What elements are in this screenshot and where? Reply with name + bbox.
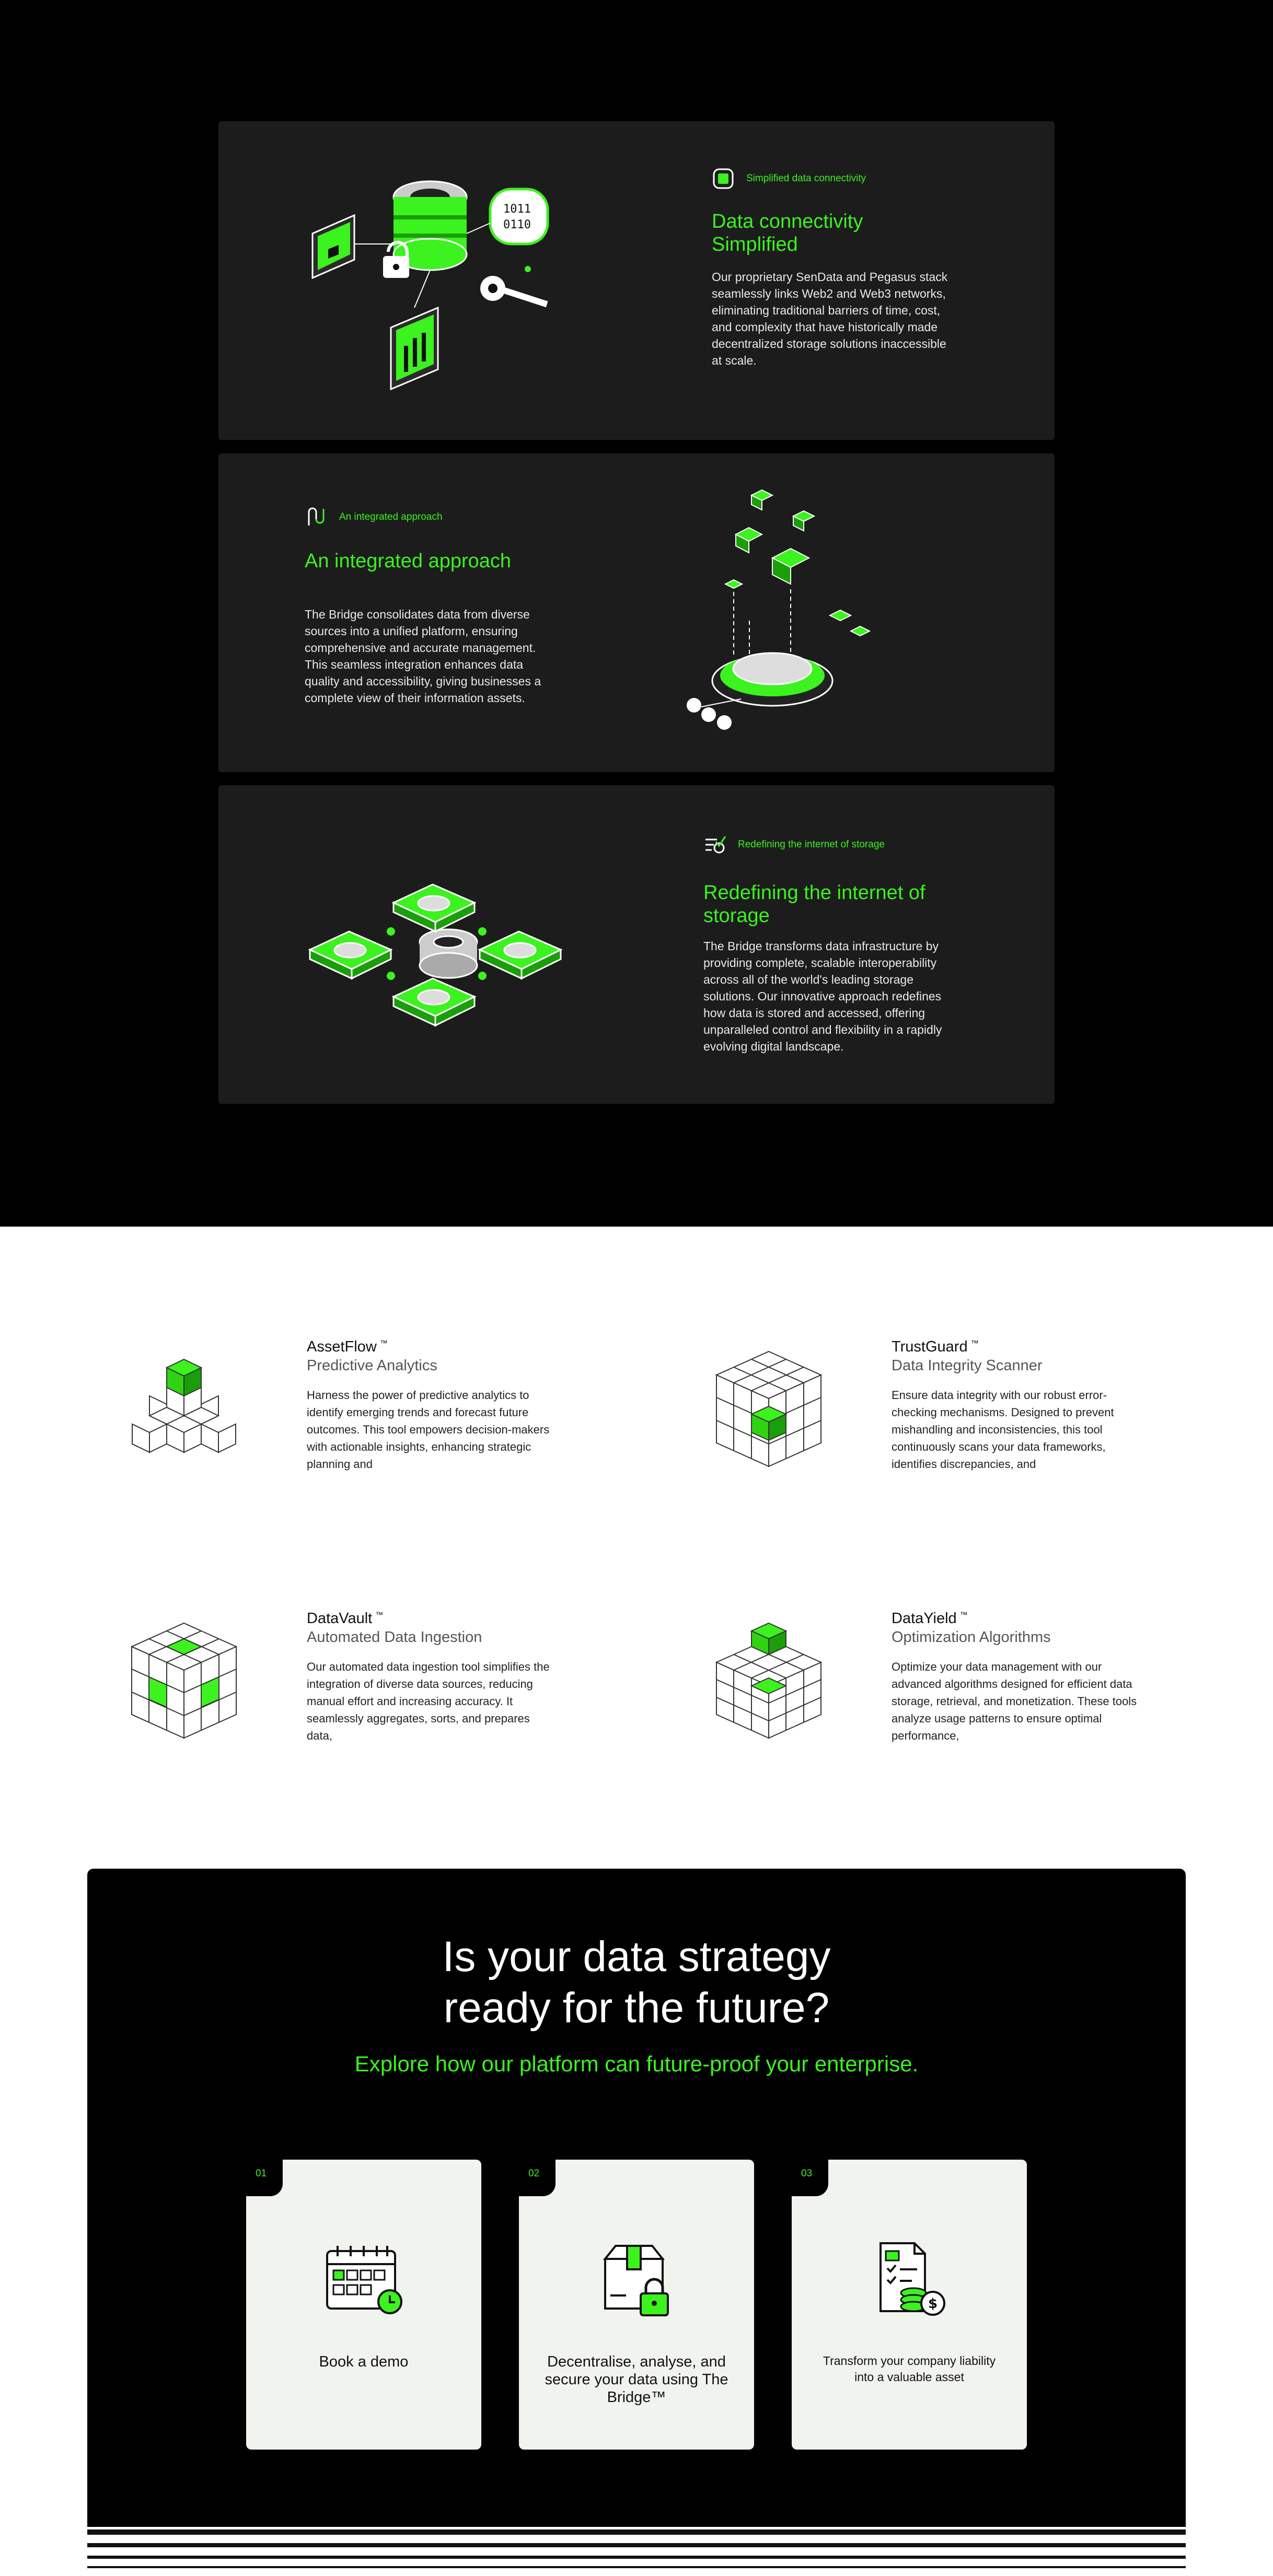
cta-card-book-demo[interactable]: 01 Book a demo	[245, 2159, 481, 2450]
card-label: Transform your company liability into a …	[823, 2354, 996, 2384]
feature-title: Data connectivity Simplified	[712, 211, 863, 255]
card-number: 02	[528, 2168, 540, 2179]
footer-stripe	[87, 2530, 1186, 2535]
cta-subtitle: Explore how our platform can future-proo…	[354, 2052, 919, 2076]
pyramid-cubes-icon	[132, 1358, 236, 1453]
footer-stripe	[87, 2566, 1186, 2568]
card-number: 03	[801, 2168, 813, 2179]
storage-illustration	[308, 883, 563, 1027]
integrated-illustration	[687, 489, 871, 730]
cube-grid-top-icon	[715, 1622, 823, 1739]
product-name: DataYield ™	[892, 1610, 968, 1627]
feature-tag: An integrated approach	[305, 506, 443, 529]
product-description: Optimize your data management with our a…	[892, 1660, 1137, 1742]
product-trustguard: TrustGuard ™ Data Integrity Scanner Ensur…	[714, 1338, 1236, 1506]
cta-card-secure-data[interactable]: 02 Decentralise, analyse, and secure you…	[518, 2159, 754, 2450]
cta-card-transform[interactable]: 03 $ Transform your company liability in…	[791, 2159, 1027, 2450]
feature-tag: Redefining the internet of storage	[703, 833, 885, 856]
product-subtitle: Optimization Algorithms	[892, 1629, 1051, 1646]
features-section: 1011 0110 Simplified data connectivity	[0, 0, 1273, 1227]
card-label: Decentralise, analyse, and secure your d…	[545, 2353, 728, 2406]
cube-grid-center-icon	[715, 1350, 823, 1467]
cta-section: Is your data strategy ready for the futu…	[87, 1869, 1186, 2527]
product-subtitle: Predictive Analytics	[307, 1357, 437, 1374]
feature-panel-connectivity: 1011 0110 Simplified data connectivity	[218, 121, 1055, 440]
svg-text:$: $	[928, 2296, 938, 2312]
product-datayield: DataYield ™ Optimization Algorithms Optim…	[714, 1610, 1236, 1777]
svg-text:0110: 0110	[503, 218, 531, 231]
product-subtitle: Data Integrity Scanner	[892, 1357, 1043, 1374]
cube-grid-sides-icon	[130, 1622, 238, 1739]
product-name: AssetFlow ™	[307, 1338, 388, 1355]
feature-description: The Bridge transforms data infrastructur…	[703, 939, 942, 1053]
cta-title: Is your data strategy ready for the futu…	[442, 1933, 831, 2032]
product-assetflow: AssetFlow ™ Predictive Analytics Harness …	[129, 1338, 652, 1506]
feature-tag: Simplified data connectivity	[712, 167, 866, 190]
secure-box-icon	[603, 2245, 669, 2316]
product-name: DataVault ™	[307, 1610, 384, 1627]
feature-description: Our proprietary SenData and Pegasus stac…	[712, 270, 948, 367]
product-description: Ensure data integrity with our robust er…	[892, 1389, 1114, 1471]
product-datavault: DataVault ™ Automated Data Ingestion Our …	[129, 1610, 652, 1777]
product-subtitle: Automated Data Ingestion	[307, 1629, 482, 1646]
feature-panel-integrated: An integrated approach An integrated app…	[218, 453, 1055, 772]
product-name: TrustGuard ™	[892, 1338, 979, 1355]
card-number: 01	[256, 2168, 267, 2179]
feature-tag-label: Redefining the internet of storage	[738, 839, 885, 850]
integration-icon	[308, 507, 325, 526]
feature-title: Redefining the internet of storage	[703, 882, 925, 927]
connectivity-illustration: 1011 0110	[311, 180, 549, 390]
footer-stripe	[87, 2543, 1186, 2547]
footer-stripe	[87, 2556, 1186, 2559]
feature-title: An integrated approach	[305, 550, 512, 572]
checklist-icon	[705, 836, 726, 854]
document-coins-icon: $	[879, 2242, 945, 2316]
feature-description: The Bridge consolidates data from divers…	[305, 608, 541, 705]
hard-drive-group	[308, 883, 563, 1027]
feature-panel-storage: Redefining the internet of storage Redef…	[218, 785, 1055, 1104]
svg-text:1011: 1011	[503, 203, 531, 216]
feature-tag-label: An integrated approach	[339, 511, 443, 522]
calendar-icon	[326, 2246, 402, 2314]
card-label: Book a demo	[319, 2353, 409, 2370]
product-description: Harness the power of predictive analytic…	[307, 1389, 550, 1471]
chip-icon	[713, 168, 734, 189]
feature-tag-label: Simplified data connectivity	[746, 173, 866, 184]
product-description: Our automated data ingestion tool simpli…	[307, 1660, 550, 1742]
